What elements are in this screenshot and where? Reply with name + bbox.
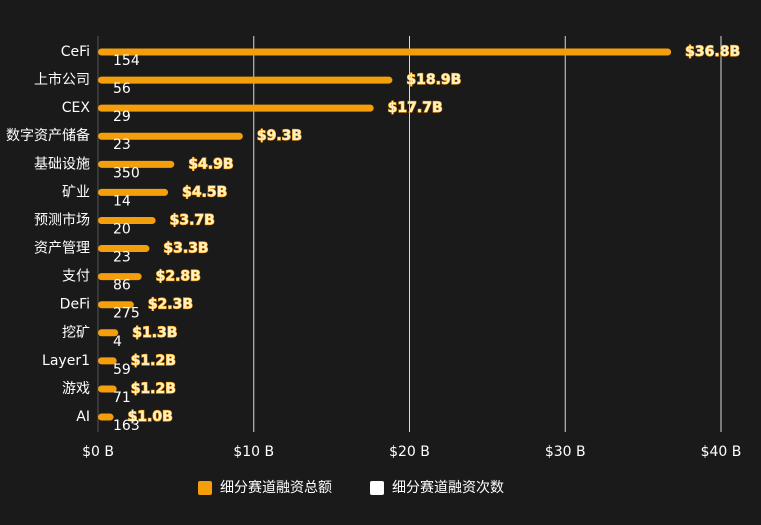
y-tick-label: AI xyxy=(76,409,90,425)
y-tick-label: DeFi xyxy=(60,297,90,313)
y-tick-label: 资产管理 xyxy=(34,241,90,257)
count-label: 4 xyxy=(113,334,122,350)
count-label: 275 xyxy=(113,306,140,322)
legend-swatch xyxy=(370,481,384,495)
value-label: $18.9B xyxy=(406,72,461,88)
bar xyxy=(98,76,393,84)
y-tick-label: CeFi xyxy=(61,44,90,60)
value-label: $1.3B xyxy=(132,325,177,341)
count-label: 350 xyxy=(113,165,140,181)
bar xyxy=(98,301,134,309)
bar xyxy=(98,273,142,281)
y-tick-label: 支付 xyxy=(62,269,90,285)
x-tick-label: $10 B xyxy=(233,444,274,460)
value-label: $3.7B xyxy=(170,212,215,228)
y-tick-label: Layer1 xyxy=(42,353,90,369)
y-tick-label: 数字资产储备 xyxy=(6,127,90,144)
count-label: 71 xyxy=(113,390,131,406)
y-tick-label: 挖矿 xyxy=(62,325,90,341)
y-tick-label: 上市公司 xyxy=(34,71,90,88)
x-tick-label: $20 B xyxy=(389,444,430,460)
x-tick-label: $0 B xyxy=(82,444,114,460)
bar xyxy=(98,160,175,168)
count-label: 163 xyxy=(113,418,140,434)
bar xyxy=(98,385,117,393)
bar xyxy=(98,132,243,140)
bar xyxy=(98,48,672,56)
bar xyxy=(98,188,169,196)
value-label: $9.3B xyxy=(257,128,302,144)
y-tick-label: 基础设施 xyxy=(34,155,90,172)
value-label: $4.5B xyxy=(182,184,227,200)
y-tick-label: CEX xyxy=(62,100,91,116)
legend-swatch xyxy=(198,481,212,495)
value-label: $3.3B xyxy=(163,241,208,257)
x-tick-label: $30 B xyxy=(545,444,586,460)
value-label: $1.0B xyxy=(128,409,173,425)
bar xyxy=(98,413,114,421)
legend-label: 细分赛道融资次数 xyxy=(392,480,504,496)
bar xyxy=(98,104,374,112)
x-tick-label: $40 B xyxy=(701,444,742,460)
count-label: 23 xyxy=(113,137,131,153)
count-label: 59 xyxy=(113,362,131,378)
value-label: $36.8B xyxy=(685,44,740,60)
count-label: 86 xyxy=(113,278,131,294)
bar xyxy=(98,357,117,365)
count-label: 20 xyxy=(113,221,131,237)
y-tick-label: 矿业 xyxy=(62,184,90,200)
value-label: $1.2B xyxy=(131,353,176,369)
count-label: 154 xyxy=(113,53,140,69)
value-label: $2.8B xyxy=(156,269,201,285)
value-label: $4.9B xyxy=(188,156,233,172)
bar xyxy=(98,245,150,253)
y-tick-label: 游戏 xyxy=(62,381,90,397)
value-label: $2.3B xyxy=(148,297,193,313)
value-label: $1.2B xyxy=(131,381,176,397)
count-label: 14 xyxy=(113,193,131,209)
value-label: $17.7B xyxy=(388,100,443,116)
y-tick-label: 预测市场 xyxy=(34,211,90,228)
count-label: 23 xyxy=(113,250,131,266)
count-label: 29 xyxy=(113,109,131,125)
count-label: 56 xyxy=(113,81,131,97)
bar xyxy=(98,329,119,337)
legend-label: 细分赛道融资总额 xyxy=(220,480,332,496)
bar xyxy=(98,216,156,224)
